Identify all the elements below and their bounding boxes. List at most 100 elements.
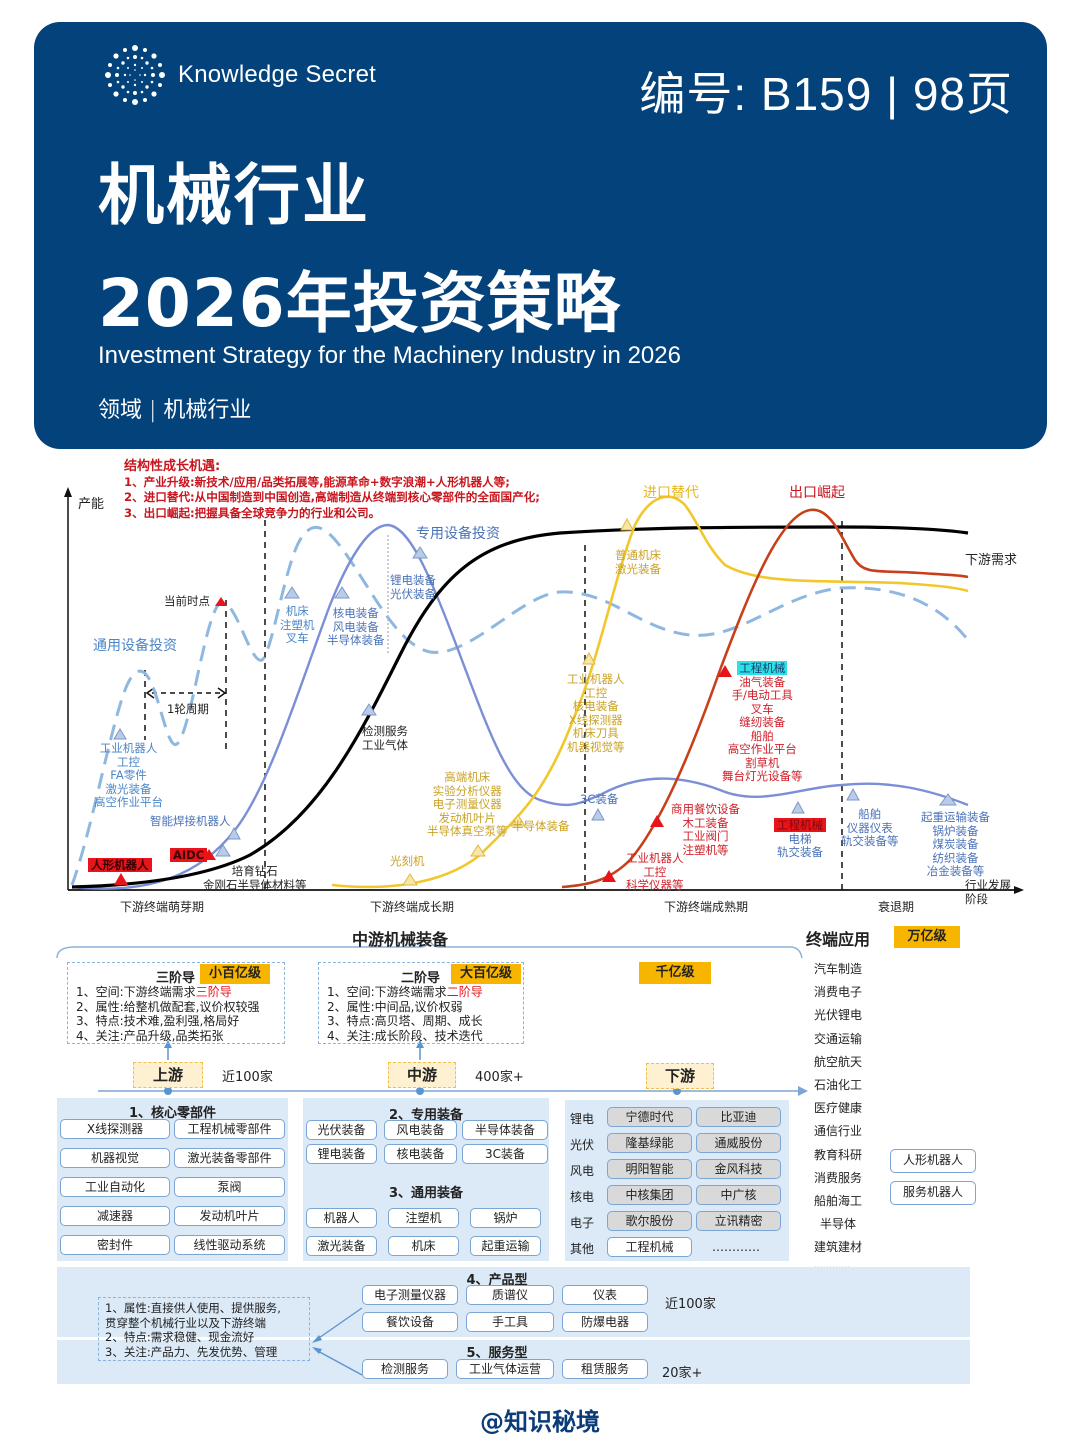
downstream-scale-tag: 千亿级 bbox=[639, 962, 711, 984]
panel-title: 2、专用装备 bbox=[388, 1108, 464, 1123]
title-line-2: 2026年投资策略 bbox=[98, 265, 621, 342]
end-app-item: 医疗健康 bbox=[814, 1101, 863, 1116]
service-type-panel: 5、服务型 检测服务 工业气体运营 租赁服务 20家+ bbox=[57, 1340, 970, 1384]
label-import-4: 工业机器人 工控 核电装备 X线探测器 机床刀具 机器视觉等 bbox=[567, 672, 625, 754]
end-app-item: 航空航天 bbox=[814, 1054, 863, 1069]
note-line: 贯穿整个机械行业以及下游终端 bbox=[105, 1315, 266, 1330]
brand: Knowledge Secret bbox=[104, 44, 376, 106]
lifecycle-chart: 结构性成长机遇: 1、产业升级:新技术/应用/品类拓展等,能源革命+数字浪潮+人… bbox=[0, 455, 1080, 925]
product-item: 手工具 bbox=[466, 1312, 554, 1332]
series-label-export: 出口崛起 bbox=[789, 485, 845, 501]
special-equipment-item: 3C装备 bbox=[462, 1144, 548, 1164]
company-item: 中广核 bbox=[696, 1185, 781, 1205]
company-item: 明阳智能 bbox=[607, 1159, 692, 1179]
scale-tag: 大百亿级 bbox=[451, 964, 521, 984]
core-part-item: 减速器 bbox=[60, 1206, 170, 1226]
panel-title: 1、核心零部件 bbox=[128, 1106, 217, 1121]
box-title: 二阶导 bbox=[401, 971, 441, 986]
general-equipment-item: 机器人 bbox=[306, 1208, 377, 1228]
end-app-item: 汽车制造 bbox=[814, 962, 863, 976]
cover-header: Knowledge Secret 编号: B159 | 98页 机械行业 202… bbox=[34, 22, 1047, 449]
service-item: 检测服务 bbox=[362, 1359, 448, 1379]
panel-title: 5、服务型 bbox=[466, 1346, 528, 1361]
label-special-1: 机床 注塑机 叉车 bbox=[280, 604, 315, 645]
note-line: 1、属性:直接供人使用、提供服务, bbox=[105, 1301, 281, 1315]
note-item: 1、产业升级:新技术/应用/品类拓展等,能源革命+数字浪潮+人形机器人等; bbox=[124, 474, 510, 489]
note-line: 2、特点:需求稳健、现金流好 bbox=[105, 1330, 255, 1344]
end-app-item: 光伏锂电 bbox=[814, 1008, 863, 1023]
core-part-item: 线性驱动系统 bbox=[174, 1235, 285, 1255]
company-item: 通威股份 bbox=[696, 1133, 781, 1153]
brand-logo-icon bbox=[105, 45, 165, 105]
label-import-3: 半导体装备 bbox=[512, 819, 570, 833]
core-part-item: 机器视觉 bbox=[60, 1148, 170, 1168]
end-app-item: 交通运输 bbox=[814, 1031, 863, 1046]
core-part-item: 密封件 bbox=[60, 1235, 170, 1255]
field-label: 领域 | 机械行业 bbox=[98, 398, 252, 423]
company-item: 歌尔股份 bbox=[607, 1211, 692, 1231]
label-export-3: 工程机械 油气装备 手/电动工具 叉车 缝纫装备 船舶 高空作业平台 割草机 舞台灯光设备等 bbox=[722, 661, 803, 783]
midstream-info-box: 二阶导 大百亿级 1、空间:下游终端需求二阶导 2、属性:中间品,议价权弱 3、… bbox=[318, 962, 524, 1044]
midstream-title: 中游机械装备 bbox=[352, 930, 449, 949]
brand-name: Knowledge Secret bbox=[178, 61, 376, 88]
service-item: 租赁服务 bbox=[562, 1359, 648, 1379]
label-decline-1: 船舶 仪器仪表 轨交装备等 bbox=[841, 807, 899, 848]
label-import-1: 光刻机 bbox=[390, 854, 425, 868]
general-equipment-item: 激光装备 bbox=[306, 1236, 377, 1256]
note-title: 结构性成长机遇: bbox=[124, 459, 221, 474]
box-lines: 1、空间:下游终端需求三阶导 2、属性:给整机做配套,议价权较强 3、特点:技术… bbox=[76, 985, 260, 1043]
note-item: 3、出口崛起:把握具备全球竞争力的行业和公司。 bbox=[124, 505, 381, 520]
series-label-import: 进口替代 bbox=[643, 485, 699, 501]
end-app-item: 通信行业 bbox=[814, 1124, 863, 1139]
label-export-2: 商用餐饮设备 木工装备 工业阀门 注塑机等 bbox=[671, 802, 740, 857]
current-point-label: 当前时点 bbox=[164, 594, 210, 608]
upstream-tag: 上游 bbox=[133, 1062, 203, 1088]
label-special-3: 锂电装备 光伏装备 bbox=[390, 573, 436, 601]
general-equipment-item: 起重运输 bbox=[470, 1236, 541, 1256]
phase-2: 下游终端成长期 bbox=[370, 900, 455, 914]
chain-connectors bbox=[56, 940, 808, 1096]
company-item: 中核集团 bbox=[607, 1185, 692, 1205]
phase-1: 下游终端萌芽期 bbox=[120, 900, 205, 914]
sector-label: 锂电 bbox=[570, 1112, 595, 1126]
label-export-1: 工业机器人 工控 科学仪器等 bbox=[626, 851, 684, 892]
x-axis-label: 行业发展 阶段 bbox=[965, 878, 1011, 906]
service-robot-item: 服务机器人 bbox=[890, 1181, 976, 1205]
midstream-count: 400家+ bbox=[475, 1070, 524, 1085]
company-item: 隆基绿能 bbox=[607, 1133, 692, 1153]
subtitle-english: Investment Strategy for the Machinery In… bbox=[98, 342, 681, 369]
title-line-1: 机械行业 bbox=[98, 157, 370, 234]
company-item: ………… bbox=[712, 1240, 760, 1254]
panel-title: 3、通用装备 bbox=[388, 1186, 464, 1201]
phase-3: 下游终端成熟期 bbox=[664, 900, 749, 914]
label-general: 工业机器人 工控 FA零件 激光装备 高空作业平台 bbox=[94, 741, 163, 809]
company-item: 金风科技 bbox=[696, 1159, 781, 1179]
y-axis-label: 产能 bbox=[78, 497, 105, 512]
label-demand: 检测服务 工业气体 bbox=[362, 724, 408, 752]
sector-label: 核电 bbox=[570, 1190, 595, 1204]
series-label-special: 专用设备投资 bbox=[416, 526, 500, 542]
sector-label: 风电 bbox=[570, 1164, 595, 1178]
core-part-item: 发动机叶片 bbox=[174, 1206, 285, 1226]
humanoid-robot-item: 人形机器人 bbox=[890, 1149, 976, 1173]
label-special-2: 核电装备 风电装备 半导体装备 bbox=[327, 606, 385, 647]
end-app-list: 汽车制造 消费电子 光伏锂电 交通运输 航空航天 石油化工 医疗健康 通信行业 … bbox=[814, 958, 862, 1272]
product-item: 防爆电器 bbox=[562, 1312, 648, 1332]
general-equipment-item: 注塑机 bbox=[388, 1208, 459, 1228]
special-equipment-item: 光伏装备 bbox=[306, 1120, 377, 1140]
end-app-item: 船舶海工 bbox=[814, 1194, 863, 1209]
downstream-companies-panel: 锂电 宁德时代 比亚迪 光伏 隆基绿能 通威股份 风电 明阳智能 金风科技 核电… bbox=[565, 1100, 789, 1261]
general-equipment-item: 锅炉 bbox=[470, 1208, 541, 1228]
end-app-title: 终端应用 bbox=[806, 930, 871, 949]
downstream-tag: 下游 bbox=[646, 1063, 714, 1089]
tag-aidc: AIDC bbox=[170, 848, 208, 863]
upstream-info-box: 三阶导 小百亿级 1、空间:下游终端需求三阶导 2、属性:给整机做配套,议价权较… bbox=[67, 962, 285, 1044]
product-item: 餐饮设备 bbox=[362, 1312, 458, 1332]
sector-label: 其他 bbox=[570, 1242, 595, 1256]
label-decline-2: 起重运输装备 锅炉装备 煤炭装备 纺织装备 冶金装备等 bbox=[921, 810, 990, 878]
series-label-demand: 下游需求 bbox=[965, 553, 1018, 568]
equipment-panel: 2、专用装备 光伏装备 风电装备 半导体装备 锂电装备 核电装备 3C装备 3、… bbox=[303, 1098, 549, 1261]
product-service-note: 1、属性:直接供人使用、提供服务, 贯穿整个机械行业以及下游终端 2、特点:需求… bbox=[98, 1297, 310, 1361]
note-arrows bbox=[312, 1307, 363, 1376]
core-part-item: 泵阀 bbox=[174, 1177, 285, 1197]
